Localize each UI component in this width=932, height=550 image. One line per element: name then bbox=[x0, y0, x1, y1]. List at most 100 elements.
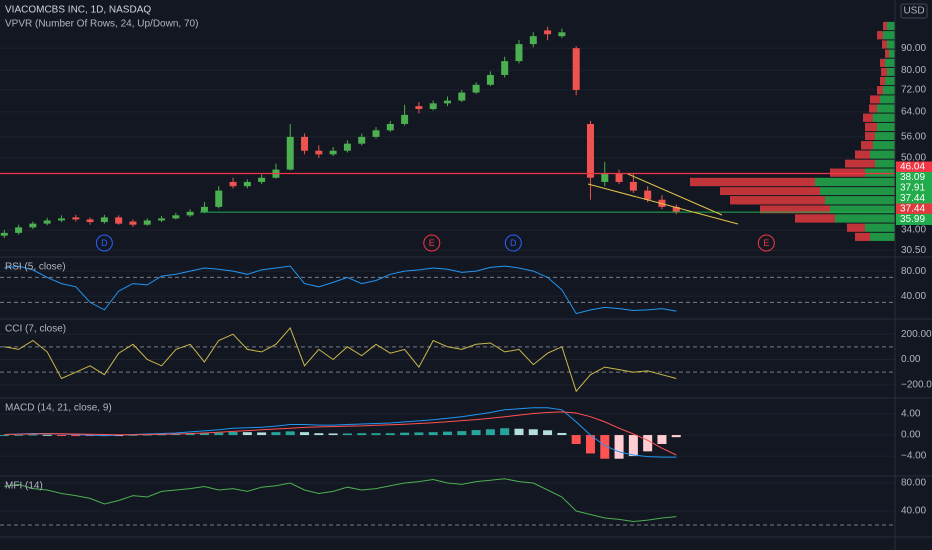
vpvr-down bbox=[795, 214, 835, 223]
axis: 30.50 34.00 50.00 56.00 64.00 72.00 80.00 90.00… bbox=[5, 43, 932, 517]
y-tick-label: 40.00 bbox=[901, 291, 926, 302]
y-tick-label: 64.00 bbox=[901, 107, 926, 118]
candle-body bbox=[358, 136, 366, 144]
y-tick-label: 0.00 bbox=[901, 430, 921, 441]
currency-box[interactable] bbox=[900, 3, 928, 19]
histogram-bar bbox=[485, 429, 495, 436]
chart-title: VIACOMCBS INC, 1D, NASDAQ bbox=[5, 5, 151, 16]
candle-body bbox=[415, 106, 423, 110]
histogram-bar bbox=[228, 431, 238, 436]
price-tag bbox=[896, 213, 932, 225]
price-tag bbox=[896, 203, 932, 215]
indicator-line bbox=[4, 326, 677, 393]
candle-body bbox=[372, 130, 380, 137]
y-tick-label: 56.00 bbox=[901, 132, 926, 143]
vpvr-up bbox=[865, 168, 895, 177]
vpvr-down bbox=[855, 232, 870, 241]
vpvr-down bbox=[730, 196, 825, 205]
vpvr-down bbox=[830, 168, 865, 177]
histogram-bar bbox=[671, 435, 681, 438]
price-tag-label: 37.91 bbox=[900, 183, 925, 194]
candle-body bbox=[615, 173, 623, 182]
vpvr-down bbox=[865, 132, 875, 141]
candle-body bbox=[0, 232, 8, 236]
histogram-bar bbox=[643, 435, 653, 452]
price-tag-label: 37.44 bbox=[900, 193, 925, 204]
vpvr-title: VPVR (Number Of Rows, 24, Up/Down, 70) bbox=[5, 19, 198, 30]
histogram-bar bbox=[171, 434, 181, 436]
vpvr-up bbox=[873, 113, 895, 122]
vpvr-down bbox=[870, 95, 880, 104]
event-label: D bbox=[510, 238, 517, 248]
vpvr-down bbox=[880, 58, 885, 67]
candle-body bbox=[558, 32, 566, 37]
vpvr-up bbox=[875, 159, 895, 168]
y-tick-label: 72.00 bbox=[901, 85, 926, 96]
vpvr-down bbox=[881, 67, 887, 76]
histogram-bar bbox=[400, 432, 410, 436]
grid bbox=[0, 47, 895, 526]
histogram-bar bbox=[328, 433, 338, 436]
candle-body bbox=[158, 218, 166, 221]
vpvr-down bbox=[855, 150, 870, 159]
vpvr-up bbox=[830, 205, 895, 214]
histogram-bar bbox=[214, 432, 224, 436]
vpvr-up bbox=[815, 177, 895, 187]
vpvr-down bbox=[877, 86, 883, 95]
price-tag-label: 35.99 bbox=[900, 214, 925, 225]
vpvr-down bbox=[861, 141, 873, 150]
price-tag bbox=[896, 192, 932, 204]
histogram-bar bbox=[285, 431, 295, 436]
event-marker bbox=[423, 234, 441, 252]
candle-body bbox=[586, 123, 594, 178]
histogram-bar bbox=[142, 434, 152, 436]
candle-body bbox=[15, 227, 23, 233]
event-marker bbox=[757, 234, 775, 252]
histogram-bar bbox=[14, 434, 24, 436]
candle-body bbox=[529, 36, 537, 45]
vpvr-down bbox=[847, 223, 865, 232]
vpvr-up bbox=[877, 104, 895, 113]
y-tick-label: 0.00 bbox=[901, 354, 921, 365]
histogram-bar bbox=[528, 429, 538, 436]
histogram-bar bbox=[557, 432, 567, 436]
vpvr-up bbox=[883, 86, 895, 95]
candle-body bbox=[29, 223, 37, 228]
candle-body bbox=[200, 206, 208, 212]
candle-body bbox=[515, 44, 523, 62]
trendline bbox=[587, 183, 739, 225]
candle-body bbox=[315, 150, 323, 155]
event-label: E bbox=[763, 238, 769, 248]
candle-body bbox=[601, 173, 609, 182]
y-tick-label: 80.00 bbox=[901, 478, 926, 489]
price-tag-label: 46.04 bbox=[900, 162, 925, 173]
price-tag-label: 38.09 bbox=[900, 172, 925, 183]
y-tick-label: 40.00 bbox=[901, 506, 926, 517]
vpvr-up bbox=[889, 49, 895, 58]
candle-body bbox=[129, 221, 137, 225]
candle-body bbox=[229, 181, 237, 187]
histogram-bar bbox=[428, 432, 438, 436]
vpvr-up bbox=[880, 95, 895, 104]
vpvr-up bbox=[873, 141, 895, 150]
histogram-bar bbox=[514, 428, 524, 436]
candle-body bbox=[429, 103, 437, 110]
vpvr-up bbox=[825, 196, 895, 205]
y-tick-label: 80.00 bbox=[901, 266, 926, 277]
histogram-bar bbox=[314, 433, 324, 436]
histogram-bar bbox=[342, 433, 352, 436]
histogram-bar bbox=[600, 435, 610, 459]
histogram-bar bbox=[471, 430, 481, 436]
histogram-bar bbox=[628, 435, 638, 457]
y-tick-label: 80.00 bbox=[901, 65, 926, 76]
event-label: E bbox=[429, 238, 435, 248]
histogram-bar bbox=[199, 432, 209, 436]
histogram-bar bbox=[185, 433, 195, 436]
vpvr-up bbox=[870, 232, 895, 241]
vpvr-down bbox=[845, 159, 875, 168]
y-tick-label: 50.00 bbox=[901, 153, 926, 164]
vpvr-up bbox=[877, 122, 895, 132]
histogram-bar bbox=[443, 431, 452, 436]
